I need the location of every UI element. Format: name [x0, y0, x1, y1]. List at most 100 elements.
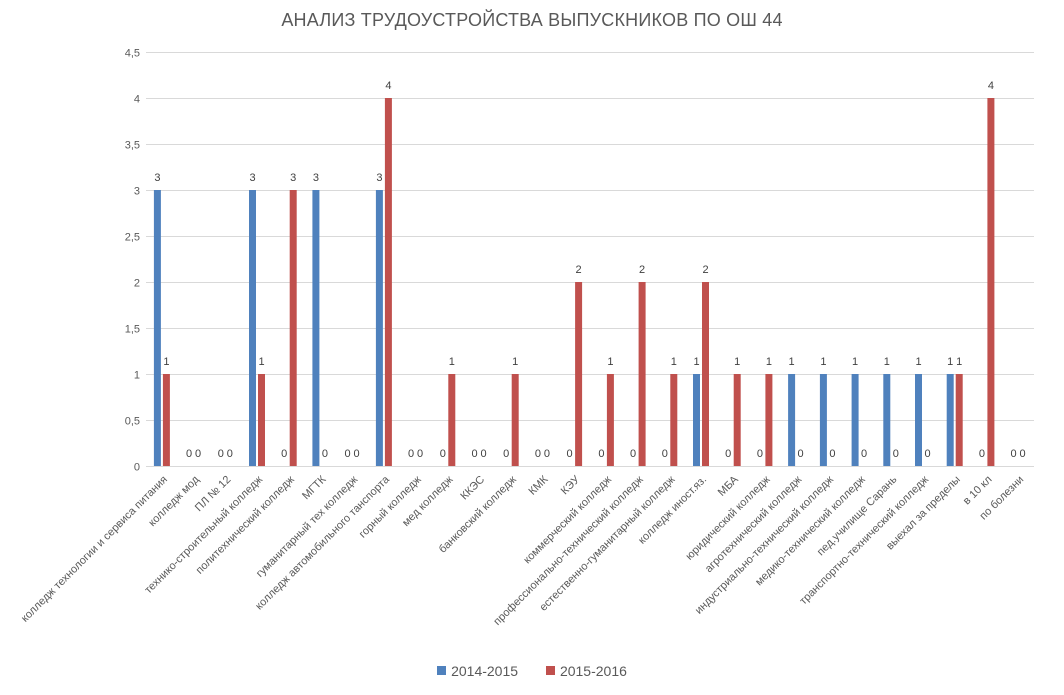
data-label-series-1: 0 — [1011, 448, 1017, 460]
x-category-label: профессионально-технический колледж — [491, 473, 646, 628]
data-label-series-2: 0 — [227, 448, 233, 460]
data-label-series-2: 0 — [322, 448, 328, 460]
y-tick-label: 0,5 — [125, 416, 140, 428]
data-label-series-1: 1 — [693, 356, 699, 368]
data-label-series-2: 0 — [544, 448, 550, 460]
bar-series-1[interactable] — [946, 374, 954, 466]
y-axis-ticks: 0 0,5 1 1,5 2 2,5 3 3,5 4 4,5 — [125, 48, 140, 474]
bar-series-2[interactable] — [384, 98, 392, 466]
legend-swatch-series-2 — [545, 666, 555, 675]
bar-series-1[interactable] — [851, 374, 859, 466]
data-label-series-1: 0 — [979, 448, 985, 460]
data-label-series-1: 0 — [345, 448, 351, 460]
bar-series-2[interactable] — [702, 282, 709, 466]
legend-label-series-2: 2015-2016 — [559, 662, 627, 679]
legend-label-series-1: 2014-2015 — [451, 662, 519, 679]
data-label-series-1: 0 — [186, 448, 192, 460]
data-label-series-2: 4 — [988, 80, 994, 92]
data-label-series-2: 0 — [417, 448, 423, 460]
y-tick-label: 1,5 — [125, 324, 140, 336]
bar-series-2[interactable] — [987, 98, 995, 466]
data-label-series-2: 0 — [354, 448, 360, 460]
data-label-series-2: 1 — [956, 356, 962, 368]
x-category-label: МГТК — [300, 473, 329, 502]
data-label-series-1: 0 — [218, 448, 224, 460]
x-category-label: естественно-гуманитарный колледж — [537, 473, 677, 613]
legend-swatch-series-1 — [437, 666, 447, 675]
bar-series-2[interactable] — [511, 374, 519, 466]
data-label-series-2: 1 — [734, 356, 740, 368]
legend: 2014-2015 2015-2016 — [0, 662, 1064, 679]
bar-series-1[interactable] — [693, 374, 700, 466]
x-category-label: КМК — [527, 473, 551, 497]
x-axis-labels: колледж технологии и сервиса питанияколл… — [19, 473, 1026, 628]
data-label-series-1: 1 — [915, 356, 921, 368]
data-label-series-2: 0 — [1020, 448, 1026, 460]
y-tick-label: 2,5 — [125, 232, 140, 244]
bar-series-2[interactable] — [638, 282, 646, 466]
bar-series-2[interactable] — [955, 374, 963, 466]
bar-series-2[interactable] — [162, 374, 170, 466]
y-tick-label: 1 — [134, 370, 140, 382]
legend-item-series-2[interactable]: 2015-2016 — [545, 662, 627, 679]
legend-item-series-1[interactable]: 2014-2015 — [437, 663, 518, 679]
bar-series-2[interactable] — [765, 374, 773, 466]
data-label-series-1: 3 — [154, 172, 160, 184]
bar-series-1[interactable] — [883, 374, 891, 466]
x-category-label: МБА — [716, 473, 742, 499]
data-label-series-2: 1 — [449, 356, 455, 368]
bar-series-1[interactable] — [788, 374, 796, 466]
data-label-series-2: 1 — [258, 356, 264, 368]
data-label-series-1: 0 — [503, 448, 509, 460]
data-label-series-1: 3 — [249, 172, 255, 184]
data-label-series-1: 1 — [947, 356, 953, 368]
bar-series-2[interactable] — [575, 282, 583, 466]
data-label-series-1: 1 — [789, 356, 795, 368]
y-tick-label: 2 — [134, 278, 140, 290]
bar-series-2[interactable] — [258, 374, 265, 466]
x-category-label: ККЭС — [458, 474, 487, 503]
bars — [153, 98, 995, 466]
y-tick-label: 3 — [134, 186, 140, 198]
data-label-series-1: 0 — [662, 448, 668, 460]
bar-series-2[interactable] — [289, 190, 297, 466]
data-label-series-2: 0 — [195, 448, 201, 460]
data-label-series-2: 4 — [385, 80, 391, 92]
y-tick-label: 0 — [134, 462, 140, 474]
gridlines — [146, 52, 1034, 467]
data-label-series-2: 0 — [798, 448, 804, 460]
data-label-series-2: 1 — [512, 356, 518, 368]
data-label-series-2: 3 — [290, 172, 296, 184]
bar-series-1[interactable] — [312, 190, 320, 466]
y-tick-label: 4 — [134, 94, 140, 106]
bar-series-2[interactable] — [448, 374, 456, 466]
data-label-series-1: 1 — [852, 356, 858, 368]
data-label-series-1: 3 — [376, 172, 382, 184]
data-label-series-2: 2 — [702, 264, 708, 276]
bar-series-1[interactable] — [153, 190, 161, 466]
data-label-series-1: 0 — [281, 448, 287, 460]
data-label-series-1: 0 — [630, 448, 636, 460]
bar-series-1[interactable] — [915, 374, 922, 466]
data-label-series-2: 1 — [766, 356, 772, 368]
data-label-series-1: 0 — [757, 448, 763, 460]
bar-series-1[interactable] — [819, 374, 827, 466]
y-tick-label: 4,5 — [125, 48, 140, 60]
data-label-series-2: 2 — [639, 264, 645, 276]
data-label-series-1: 1 — [820, 356, 826, 368]
data-label-series-1: 1 — [884, 356, 890, 368]
data-label-series-2: 0 — [893, 448, 899, 460]
data-label-series-1: 0 — [598, 448, 604, 460]
bar-series-1[interactable] — [249, 190, 256, 466]
bar-series-1[interactable] — [375, 190, 383, 466]
chart-title: АНАЛИЗ ТРУДОУСТРОЙСТВА ВЫПУСКНИКОВ ПО ОШ… — [281, 10, 783, 30]
data-label-series-2: 2 — [576, 264, 582, 276]
y-tick-label: 3,5 — [125, 140, 140, 152]
data-label-series-2: 1 — [163, 356, 169, 368]
x-category-label: КЭУ — [559, 473, 583, 497]
bar-series-2[interactable] — [670, 374, 678, 466]
bar-series-2[interactable] — [606, 374, 614, 466]
bar-series-2[interactable] — [733, 374, 741, 466]
data-label-series-2: 0 — [480, 448, 486, 460]
